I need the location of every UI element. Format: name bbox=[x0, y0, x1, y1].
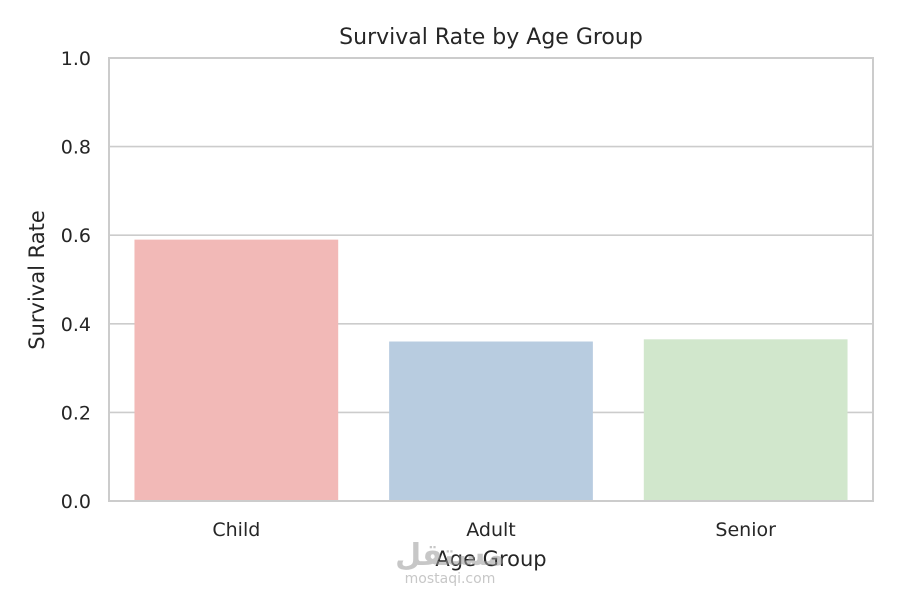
bar-adult bbox=[389, 341, 593, 501]
x-tick-label-senior: Senior bbox=[715, 519, 776, 541]
y-tick-label: 1.0 bbox=[61, 48, 91, 70]
watermark-logo: مستقل bbox=[395, 538, 505, 573]
x-tick-label-child: Child bbox=[212, 519, 260, 541]
y-tick-label: 0.6 bbox=[61, 225, 91, 247]
x-axis-label: Age Group bbox=[435, 547, 546, 571]
chart-title: Survival Rate by Age Group bbox=[339, 25, 643, 50]
x-tick-label-adult: Adult bbox=[466, 519, 516, 541]
y-tick-label: 0.4 bbox=[61, 314, 91, 336]
bar-child bbox=[134, 239, 339, 501]
y-tick-labels: 0.0 0.2 0.4 0.6 0.8 1.0 bbox=[61, 48, 91, 513]
watermark: مستقل mostaqi.com bbox=[395, 538, 505, 587]
bar-senior bbox=[643, 339, 848, 501]
y-tick-label: 0.2 bbox=[61, 402, 91, 424]
bars-group bbox=[134, 239, 848, 501]
y-tick-label: 0.8 bbox=[61, 137, 91, 159]
watermark-site: mostaqi.com bbox=[405, 571, 496, 587]
x-tick-labels: Child Adult Senior bbox=[212, 519, 776, 541]
plot-frame bbox=[108, 57, 874, 502]
y-tick-label: 0.0 bbox=[61, 491, 91, 513]
y-axis-label: Survival Rate bbox=[25, 210, 49, 350]
